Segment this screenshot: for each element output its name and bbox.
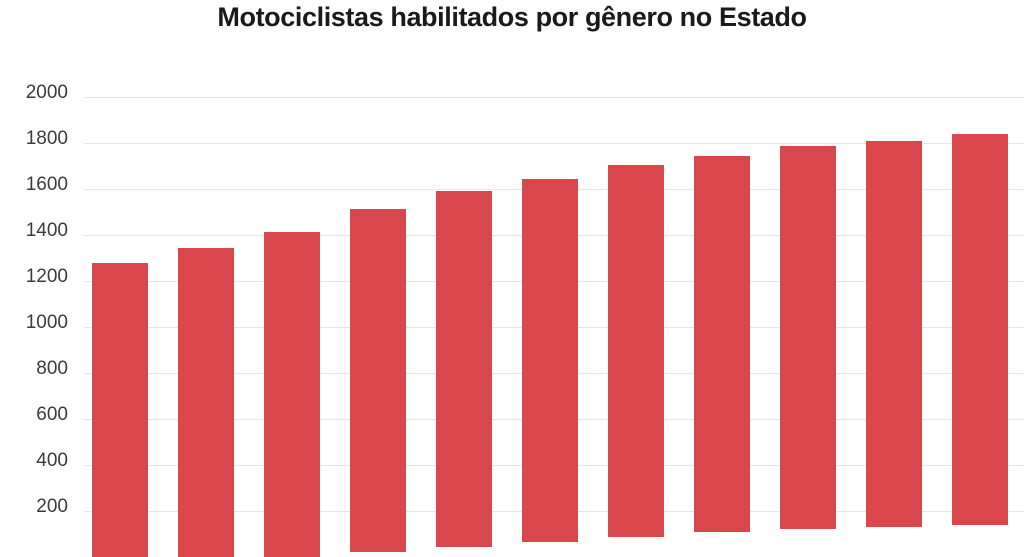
y-axis-tick-label: 600 xyxy=(36,404,68,425)
bar-segment-masculino[interactable] xyxy=(694,155,750,532)
plot-area xyxy=(84,60,1024,557)
y-axis: 2000 1800 1600 1400 1200 1000 800 600 400 200 xyxy=(0,60,84,516)
y-axis-tick-label: 1000 xyxy=(25,312,68,333)
bar-group[interactable] xyxy=(780,60,836,530)
gridline xyxy=(84,143,1024,144)
bar-segment-masculino[interactable] xyxy=(264,231,320,557)
bar-group[interactable] xyxy=(264,60,320,557)
bar-segment-masculino[interactable] xyxy=(436,191,492,547)
bar-group[interactable] xyxy=(694,60,750,532)
bar-segment-masculino[interactable] xyxy=(866,140,922,528)
y-axis-tick-label: 1800 xyxy=(25,128,68,149)
bar-group[interactable] xyxy=(436,60,492,547)
bar-segment-masculino[interactable] xyxy=(952,133,1008,525)
bar-segment-masculino[interactable] xyxy=(780,146,836,530)
bar-group[interactable] xyxy=(952,60,1008,525)
y-axis-tick-label: 800 xyxy=(36,358,68,379)
bar-group[interactable] xyxy=(178,60,234,557)
y-axis-tick-label: 1200 xyxy=(25,266,68,287)
bar-segment-masculino[interactable] xyxy=(92,262,148,557)
page-title: Motociclistas habilitados por gênero no … xyxy=(217,2,807,32)
bar-group[interactable] xyxy=(608,60,664,538)
y-axis-tick-label: 400 xyxy=(36,450,68,471)
y-axis-tick-label: 1400 xyxy=(25,220,68,241)
bar-group[interactable] xyxy=(866,60,922,528)
bar-segment-masculino[interactable] xyxy=(522,178,578,543)
bar-segment-masculino[interactable] xyxy=(178,247,234,557)
y-axis-tick-label: 1600 xyxy=(25,174,68,195)
bars-layer xyxy=(84,60,1024,557)
bar-segment-masculino[interactable] xyxy=(608,164,664,538)
gridline xyxy=(84,97,1024,98)
bar-group[interactable] xyxy=(350,60,406,553)
bar-group[interactable] xyxy=(522,60,578,543)
bar-group[interactable] xyxy=(92,60,148,557)
y-axis-tick-label: 2000 xyxy=(25,82,68,103)
bar-segment-masculino[interactable] xyxy=(350,208,406,553)
